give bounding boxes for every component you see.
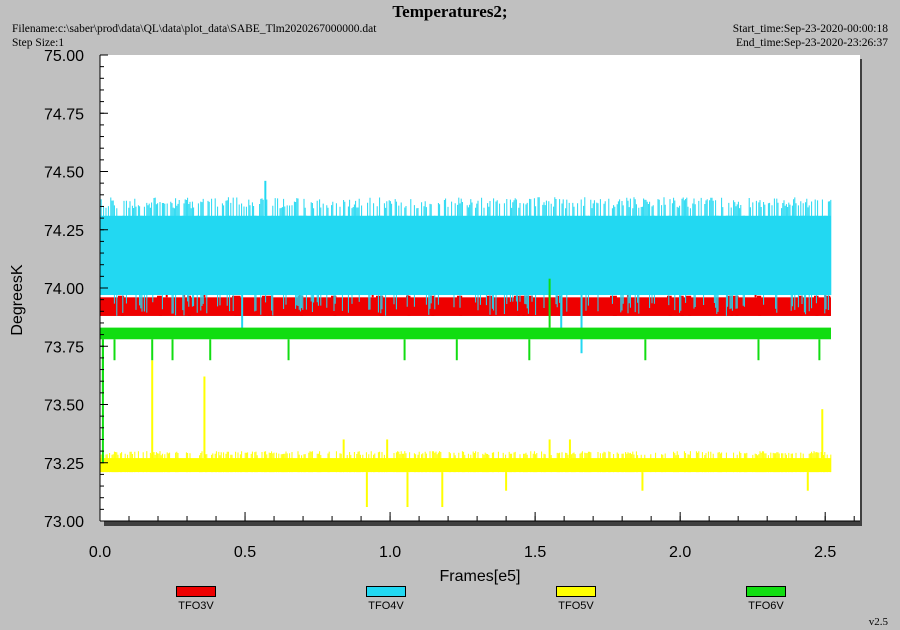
start-time-text: Start_time:Sep-23-2020-00:00:18: [732, 23, 888, 35]
legend-item-tfo3v: TFO3V: [161, 586, 231, 612]
series-layer: [99, 180, 832, 508]
chart-title: Temperatures2;: [392, 2, 508, 21]
x-axis-title: Frames[e5]: [440, 568, 521, 585]
end-time-text: End_time:Sep-23-2020-23:26:37: [735, 37, 888, 49]
legend-swatch-tfo3v: [176, 586, 216, 597]
y-axis-title: DegreesK: [9, 264, 26, 335]
y-tick-label: 73.50: [44, 398, 84, 415]
series-band-tfo6v: [100, 327, 831, 340]
y-tick-label: 73.00: [44, 514, 84, 531]
legend-swatch-tfo6v: [746, 586, 786, 597]
x-tick-label: 0.5: [234, 544, 256, 561]
x-tick-label: 2.5: [814, 544, 836, 561]
legend-swatch-tfo5v: [556, 586, 596, 597]
x-tick-label: 2.0: [669, 544, 691, 561]
series-band-tfo3v: [100, 297, 831, 316]
version-label: v2.5: [868, 616, 888, 628]
y-tick-label: 74.25: [44, 223, 84, 240]
x-tick-label: 1.5: [524, 544, 546, 561]
y-tick-label: 74.75: [44, 106, 84, 123]
y-tick-label: 74.50: [44, 165, 84, 182]
legend-label-tfo3v: TFO3V: [178, 600, 214, 612]
legend-label-tfo6v: TFO6V: [748, 600, 784, 612]
y-tick-label: 74.00: [44, 281, 84, 298]
legend-item-tfo5v: TFO5V: [541, 586, 611, 612]
legend-label-tfo4v: TFO4V: [368, 600, 404, 612]
legend-item-tfo4v: TFO4V: [351, 586, 421, 612]
axis-layer: 73.00 73.25 73.50 73.75 74.00 74.25 74.50 74.75…: [44, 48, 860, 561]
y-tick-label: 73.25: [44, 456, 84, 473]
x-tick-label: 1.0: [379, 544, 401, 561]
y-tick-label: 73.75: [44, 339, 84, 356]
legend-label-tfo5v: TFO5V: [558, 600, 594, 612]
step-size-text: Step Size:1: [12, 37, 65, 49]
filename-text: Filename:c:\saber\prod\data\QL\data\plot…: [12, 23, 377, 35]
y-tick-label: 75.00: [44, 48, 84, 65]
x-tick-label: 0.0: [89, 544, 111, 561]
legend-swatch-tfo4v: [366, 586, 406, 597]
series-tfo6v: [100, 278, 831, 463]
legend-item-tfo6v: TFO6V: [731, 586, 801, 612]
